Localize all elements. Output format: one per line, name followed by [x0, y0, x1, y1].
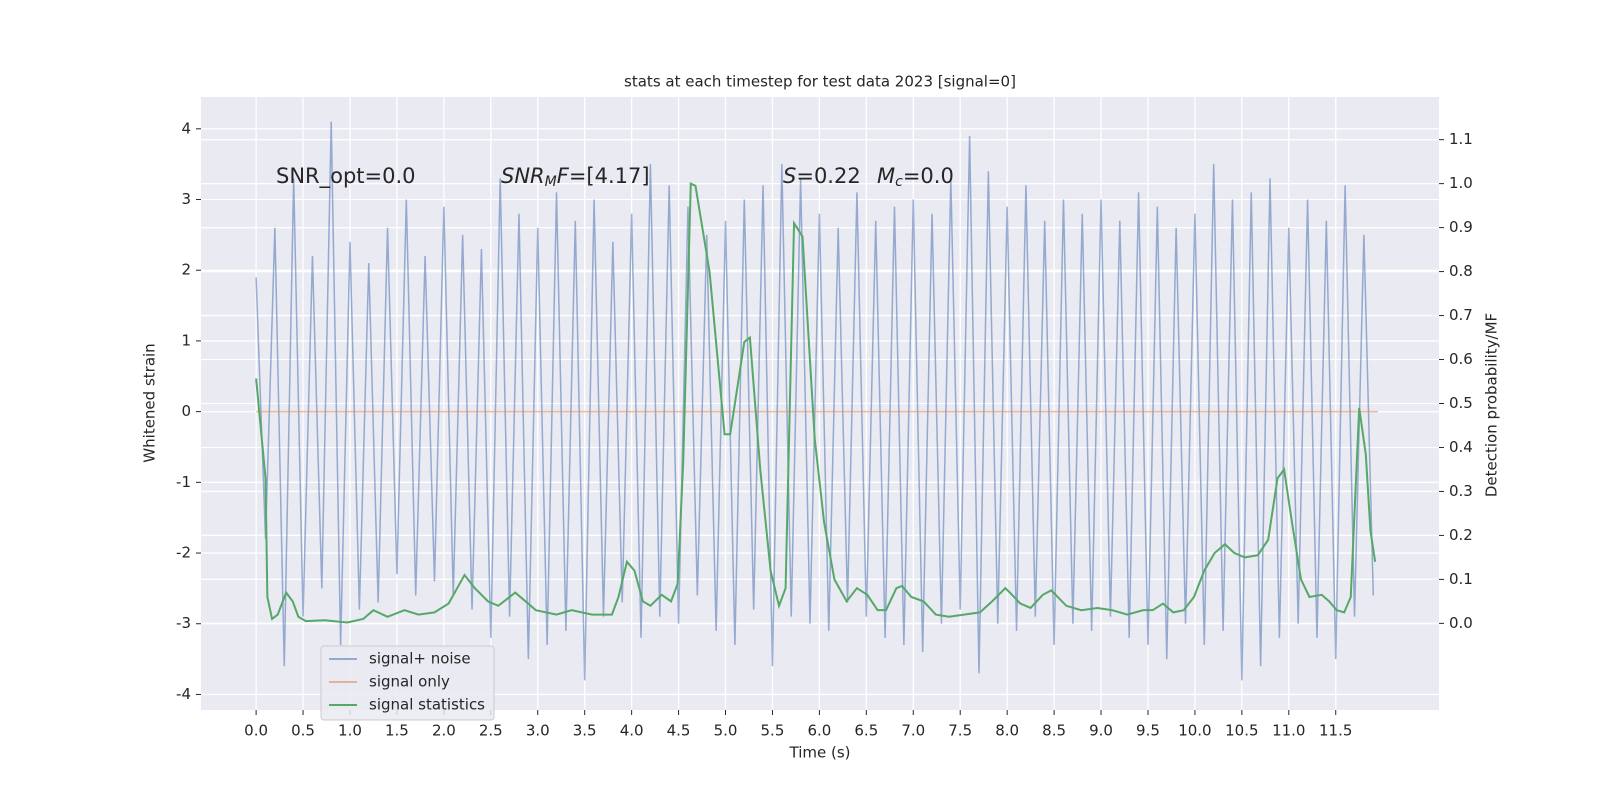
- x-tick-label: 6.0: [807, 722, 831, 740]
- annotation: SNRMF=[4.17]: [501, 164, 650, 190]
- y2-tick-label: 0.5: [1449, 394, 1473, 412]
- axes: 0.0 0.5 1.0 1.5 2.0 2.5 3.0 3.5 4.0 4.5 5.0 5.5 6.0 6…: [176, 119, 1473, 739]
- x-tick-label: 5.0: [714, 722, 738, 740]
- y-tick-label: -3: [176, 614, 191, 632]
- x-tick-label: 4.5: [667, 722, 691, 740]
- x-tick-label: 11.5: [1319, 722, 1352, 740]
- x-tick-label: 1.5: [385, 722, 409, 740]
- x-axis-label: Time (s): [789, 744, 851, 762]
- y2-tick-label: 0.7: [1449, 306, 1473, 324]
- series-line: [255, 182, 1377, 624]
- legend-label: signal only: [369, 673, 450, 691]
- x-tick-label: 3.0: [526, 722, 550, 740]
- y2-axis-label: Detection probability/MF: [1483, 313, 1501, 497]
- y-tick-label: 4: [181, 119, 191, 137]
- chart-title: stats at each timestep for test data 202…: [624, 73, 1016, 91]
- y2-tick-label: 0.2: [1449, 526, 1473, 544]
- x-tick-label: 3.5: [573, 722, 597, 740]
- y-axis-label: Whitened strain: [141, 343, 159, 462]
- y2-tick-label: 0.6: [1449, 350, 1473, 368]
- annotation-part: S: [783, 164, 796, 188]
- x-tick-label: 7.0: [901, 722, 925, 740]
- grid: [201, 97, 1439, 710]
- x-tick-label: 2.5: [479, 722, 503, 740]
- x-tick-label: 6.5: [854, 722, 878, 740]
- x-tick-label: 0.0: [244, 722, 268, 740]
- x-tick-label: 11.0: [1272, 722, 1305, 740]
- x-tick-label: 5.5: [761, 722, 785, 740]
- annotation-part: SNR: [501, 164, 545, 188]
- annotation: Mc=0.0: [877, 164, 954, 190]
- y2-tick-label: 0.3: [1449, 482, 1473, 500]
- x-tick-label: 2.0: [432, 722, 456, 740]
- y2-tick-label: 0.1: [1449, 570, 1473, 588]
- marks: [255, 121, 1378, 681]
- y-tick-label: 0: [181, 402, 191, 420]
- legend-label: signal statistics: [369, 696, 485, 714]
- x-tick-label: 9.5: [1136, 722, 1160, 740]
- x-tick-label: 8.5: [1042, 722, 1066, 740]
- y-tick-label: -2: [176, 544, 191, 562]
- y-tick-label: -1: [176, 473, 191, 491]
- annotation-part: F: [557, 164, 570, 188]
- y2-tick-label: 0.4: [1449, 438, 1473, 456]
- series-line: [255, 121, 1375, 681]
- legend: signal+ noise signal only signal statistic…: [320, 645, 495, 721]
- legend-box: [320, 645, 495, 721]
- x-tick-label: 9.0: [1089, 722, 1113, 740]
- y2-tick-label: 0.9: [1449, 218, 1473, 236]
- annotation-part: SNR_opt=0.0: [276, 164, 416, 189]
- y2-tick-label: 1.0: [1449, 174, 1473, 192]
- annotation-part: =[4.17]: [569, 164, 650, 188]
- y2-tick-label: 0.0: [1449, 614, 1473, 632]
- y-tick-label: -4: [176, 685, 191, 703]
- x-tick-label: 10.5: [1225, 722, 1258, 740]
- x-tick-label: 4.0: [620, 722, 644, 740]
- x-tick-label: 0.5: [291, 722, 315, 740]
- x-tick-label: 10.0: [1178, 722, 1211, 740]
- y-tick-label: 2: [181, 261, 191, 279]
- annotation: SNR_opt=0.0: [276, 164, 416, 189]
- annotation-part: =0.22: [796, 164, 860, 188]
- y-tick-label: 3: [181, 190, 191, 208]
- x-tick-label: 1.0: [338, 722, 362, 740]
- y-tick-label: 1: [181, 331, 191, 349]
- annotation-part: =0.0: [903, 164, 954, 188]
- legend-label: signal+ noise: [369, 650, 471, 668]
- annotation-part: M: [545, 174, 557, 190]
- annotation-part: c: [895, 174, 903, 190]
- y2-tick-label: 0.8: [1449, 262, 1473, 280]
- annotation: S=0.22: [783, 164, 861, 188]
- x-tick-label: 7.5: [948, 722, 972, 740]
- x-tick-label: 8.0: [995, 722, 1019, 740]
- y2-tick-label: 1.1: [1449, 130, 1473, 148]
- annotation-part: M: [877, 164, 895, 188]
